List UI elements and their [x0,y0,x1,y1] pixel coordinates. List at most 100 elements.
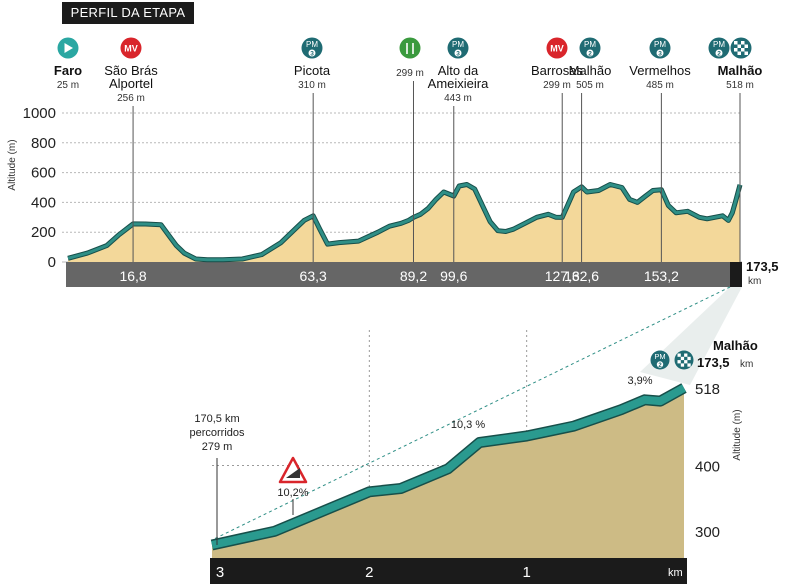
zoom-finish-badge-cat: 2 [658,363,662,369]
zoom-finish-km-unit: km [740,359,753,370]
zoom-y-tick-labels: 300 400 518 [695,381,720,541]
marker-altitude: 505 m [576,80,604,91]
marker-altitude: 25 m [57,80,79,91]
pm-badge-text: PM [306,40,318,49]
zoom-km-tick-label: 3 [216,564,224,581]
main-km-tick-label: 89,2 [400,268,427,284]
pm-cat-text: 3 [456,51,460,58]
marker-name: Barrosas [531,63,584,78]
marker-altitude: 443 m [444,93,472,104]
checker-square [737,51,741,55]
pm-badge-text: PM [452,40,464,49]
marker-8: PM 2 Malhão 518 m [708,37,763,91]
main-km-tick-label: 16,8 [119,268,146,284]
main-total-km: 173,5 [746,259,779,274]
pm-cat-dot [308,49,316,57]
pm-cat-dot [454,49,462,57]
zoom-finish-name: Malhão [713,338,758,353]
checker-square [687,363,691,367]
zoom-connector-line [211,286,731,541]
checker-square [744,44,748,48]
pm-cat-dot [715,49,723,57]
zoom-elevation-line [211,384,686,549]
pm-cat-text: 2 [588,51,592,58]
zoom-km-axis-band [210,558,687,584]
checker-square [741,48,745,52]
checker-square [680,363,685,367]
zoom-gradient-3: 3,9% [627,375,652,387]
pm-badge-text: PM [584,40,596,49]
zoom-km-tick-label: 2 [365,564,373,581]
warning-triangle-icon [278,456,308,484]
marker-name-line: Alto da [438,63,479,78]
zoom-gradient-2: 10,3 % [451,419,485,431]
marker-altitude: 485 m [646,80,674,91]
checker-square [677,360,681,364]
main-finish-km-box [730,262,742,287]
pm-cat-text: 2 [717,51,721,58]
main-y-axis-label: Altitude (m) [7,139,18,190]
marker-name: Picota [294,63,331,78]
main-chart: 0 200 400 600 800 1000 Altitude (m) 16,8 63,3 8… [7,81,779,287]
zoom-finish-badge-text: PM [654,352,665,361]
pm-cat-text: 3 [310,51,314,58]
marker-2: PM 3 Picota 310 m [294,37,331,91]
main-km-tick-label: 132,6 [564,268,599,284]
zoom-start-percorridos: percorridos [189,427,245,439]
zoom-y-tick-label: 400 [695,459,720,476]
zoom-y-axis-label: Altitude (m) [732,409,743,460]
marker-altitude: 256 m [117,93,145,104]
checker-square [677,353,681,357]
zoom-chart: 3 2 1 km 300 400 518 Altitude (m) 170,5 km p… [189,330,758,584]
main-elevation-line [67,183,742,262]
zoom-start-altitude: 279 m [202,441,233,453]
main-km-tick-label: 99,6 [440,268,467,284]
pm-badge-text: PM [713,40,725,49]
marker-name-line: São Brás [104,63,158,78]
pm-cat-dot [656,49,664,57]
marker-name: Malhão [718,63,763,78]
pm-cat-text: 3 [658,51,662,58]
marker-6: PM 2 Malhão 505 m [569,37,611,91]
checker-square [734,48,738,52]
checker-square [737,44,741,48]
marker-name: Faro [54,63,82,78]
marker-3: 299 m [396,37,424,79]
zoom-finish-pm-badge: PM 2 [650,350,670,370]
marker-altitude: 518 m [726,80,754,91]
zoom-km-tick-labels: 3 2 1 [216,564,531,581]
marker-name-line: Ameixieira [428,76,489,91]
pm-icon [708,37,730,59]
checker-square [741,41,745,45]
pm-icon [301,37,323,59]
feed-zone-icon [399,37,421,59]
main-y-tick-label: 200 [31,224,56,241]
marker-altitude: 299 m [396,68,424,79]
pm-icon [649,37,671,59]
main-km-tick-label: 63,3 [300,268,327,284]
zoom-km-tick-label: 1 [522,564,530,581]
main-km-tick-label: 127,6 [545,268,580,284]
main-total-km-unit: km [748,276,761,287]
pm-icon [579,37,601,59]
checker-square [744,51,748,55]
main-y-tick-label: 1000 [23,105,56,122]
mv-icon [120,37,142,59]
main-marker-drop-lines [132,81,741,262]
main-y-tick-label: 800 [31,135,56,152]
pm-badge-text: PM [654,40,666,49]
main-km-axis-band [66,262,742,287]
checker-square [684,360,688,364]
zoom-km-unit: km [668,567,683,579]
marker-name-line: Alportel [109,76,153,91]
marker-7: PM 3 Vermelhos 485 m [629,37,691,91]
marker-altitude: 299 m [543,80,571,91]
main-y-tick-label: 400 [31,194,56,211]
zoom-gradient-1: 10,2% [277,487,308,499]
zoom-y-tick-label: 518 [695,381,720,398]
